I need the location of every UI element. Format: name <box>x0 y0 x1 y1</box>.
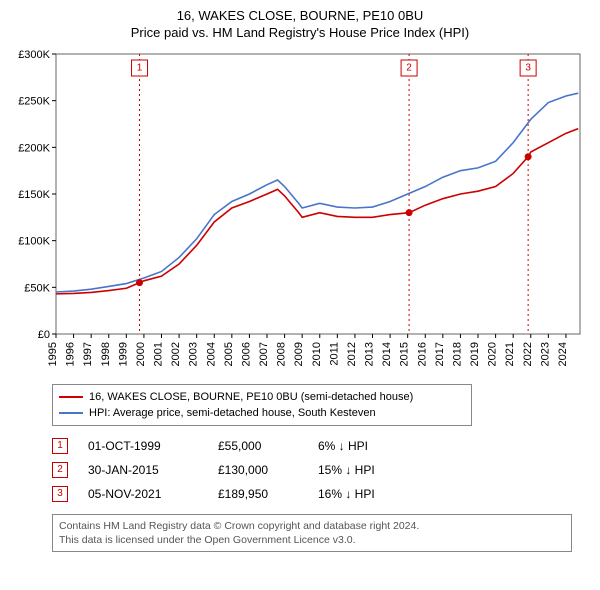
y-tick-label: £150K <box>18 189 50 201</box>
x-tick-label: 2012 <box>346 342 358 366</box>
footer-line-2: This data is licensed under the Open Gov… <box>59 533 565 547</box>
x-tick-label: 2000 <box>135 342 147 366</box>
x-tick-label: 1998 <box>100 342 112 366</box>
x-tick-label: 1997 <box>82 342 94 366</box>
price-chart: £0 £50K £100K £150K £200K £250K £300K 1995 1996 1… <box>10 48 590 378</box>
legend-label: HPI: Average price, semi-detached house,… <box>89 405 376 421</box>
sale-date: 30-JAN-2015 <box>88 458 198 482</box>
x-tick-label: 2002 <box>170 342 182 366</box>
x-tick-label: 2022 <box>522 342 534 366</box>
sale-marker-number: 3 <box>525 63 531 74</box>
x-tick-label: 2023 <box>539 342 551 366</box>
sale-marker-number: 1 <box>137 63 143 74</box>
x-tick-label: 1999 <box>117 342 129 366</box>
sale-price: £130,000 <box>218 458 298 482</box>
x-tick-label: 2010 <box>311 342 323 366</box>
y-tick-label: £0 <box>38 329 50 341</box>
y-tick-label: £100K <box>18 236 50 248</box>
x-tick-label: 2003 <box>188 342 200 366</box>
legend-row: HPI: Average price, semi-detached house,… <box>59 405 465 421</box>
sale-price: £189,950 <box>218 482 298 506</box>
x-tick-label: 2020 <box>487 342 499 366</box>
x-tick-label: 2011 <box>328 342 340 366</box>
sales-table: 1 01-OCT-1999 £55,000 6% ↓ HPI 2 30-JAN-2015 £… <box>52 434 590 506</box>
x-tick-label: 2024 <box>557 342 569 366</box>
sale-date: 05-NOV-2021 <box>88 482 198 506</box>
x-tick-label: 2005 <box>223 342 235 366</box>
sale-marker-number: 2 <box>406 63 412 74</box>
x-tick-label: 2016 <box>416 342 428 366</box>
sale-price: £55,000 <box>218 434 298 458</box>
chart-legend: 16, WAKES CLOSE, BOURNE, PE10 0BU (semi-… <box>52 384 472 426</box>
y-tick-label: £200K <box>18 142 50 154</box>
y-tick-label: £250K <box>18 96 50 108</box>
page-title-address: 16, WAKES CLOSE, BOURNE, PE10 0BU <box>10 8 590 23</box>
x-tick-label: 2018 <box>451 342 463 366</box>
sale-marker: 3 <box>52 486 68 502</box>
x-tick-label: 2015 <box>399 342 411 366</box>
y-tick-label: £300K <box>18 49 50 61</box>
x-tick-label: 2007 <box>258 342 270 366</box>
sale-marker: 1 <box>52 438 68 454</box>
attribution-footer: Contains HM Land Registry data © Crown c… <box>52 514 572 552</box>
sale-marker: 2 <box>52 462 68 478</box>
x-tick-label: 2019 <box>469 342 481 366</box>
x-tick-label: 1996 <box>65 342 77 366</box>
x-tick-label: 2017 <box>434 342 446 366</box>
sale-row: 1 01-OCT-1999 £55,000 6% ↓ HPI <box>52 434 590 458</box>
page-title-sub: Price paid vs. HM Land Registry's House … <box>10 25 590 40</box>
x-tick-label: 2001 <box>153 342 165 366</box>
sale-row: 3 05-NOV-2021 £189,950 16% ↓ HPI <box>52 482 590 506</box>
x-tick-label: 2009 <box>293 342 305 366</box>
sale-pct: 6% ↓ HPI <box>318 434 428 458</box>
legend-swatch <box>59 396 83 398</box>
x-tick-label: 2013 <box>364 342 376 366</box>
x-tick-label: 2021 <box>504 342 516 366</box>
chart-svg: £0 £50K £100K £150K £200K £250K £300K 1995 1996 1… <box>10 48 590 378</box>
legend-label: 16, WAKES CLOSE, BOURNE, PE10 0BU (semi-… <box>89 389 413 405</box>
sale-row: 2 30-JAN-2015 £130,000 15% ↓ HPI <box>52 458 590 482</box>
y-tick-label: £50K <box>24 282 50 294</box>
x-tick-label: 2014 <box>381 342 393 366</box>
legend-row: 16, WAKES CLOSE, BOURNE, PE10 0BU (semi-… <box>59 389 465 405</box>
sale-pct: 16% ↓ HPI <box>318 482 428 506</box>
legend-swatch <box>59 412 83 414</box>
x-tick-label: 2006 <box>240 342 252 366</box>
x-tick-label: 1995 <box>47 342 59 366</box>
x-tick-label: 2004 <box>205 342 217 366</box>
x-tick-label: 2008 <box>276 342 288 366</box>
footer-line-1: Contains HM Land Registry data © Crown c… <box>59 519 565 533</box>
sale-pct: 15% ↓ HPI <box>318 458 428 482</box>
sale-date: 01-OCT-1999 <box>88 434 198 458</box>
